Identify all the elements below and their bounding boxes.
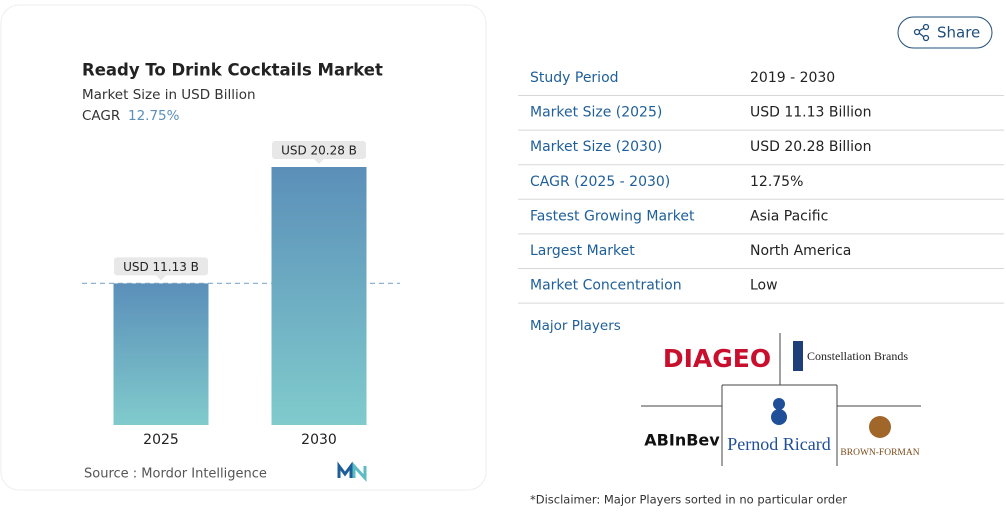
x-tick-label: 2030 xyxy=(301,432,337,448)
share-label[interactable]: Share xyxy=(937,24,980,42)
bar xyxy=(113,283,209,425)
row-value: 2019 - 2030 xyxy=(750,70,835,86)
row-label: CAGR (2025 - 2030) xyxy=(530,174,670,190)
row-label: Market Size (2030) xyxy=(530,139,662,155)
row-label: Market Concentration xyxy=(530,278,682,294)
players-title: Major Players xyxy=(530,318,621,334)
logo-constellation: Constellation Brands xyxy=(807,349,908,363)
source: Source : Mordor Intelligence xyxy=(84,467,267,482)
logo-pernod: Pernod Ricard xyxy=(727,434,830,454)
cagr-label: CAGR xyxy=(82,108,120,124)
value-label: USD 11.13 B xyxy=(123,260,199,274)
value-label-box xyxy=(114,257,208,276)
value-label: USD 20.28 B xyxy=(281,144,357,158)
logo-brown-forman: BROWN-FORMAN xyxy=(840,448,919,458)
row-label: Market Size (2025) xyxy=(530,105,662,121)
chart-subtitle: Market Size in USD Billion xyxy=(82,87,256,103)
row-value: Low xyxy=(750,278,778,294)
row-value: 12.75% xyxy=(750,174,803,190)
share-icon xyxy=(913,23,930,42)
row-value: Asia Pacific xyxy=(750,208,828,224)
logo-diageo: DIAGEO xyxy=(663,344,771,373)
brown-forman-icon xyxy=(869,416,891,438)
value-label-box xyxy=(272,141,366,159)
constellation-icon xyxy=(793,341,803,371)
value-label-pointer xyxy=(156,275,166,281)
row-label: Fastest Growing Market xyxy=(530,208,695,224)
pernod-icon xyxy=(771,398,787,425)
players-grid xyxy=(641,333,921,466)
row-value: USD 11.13 Billion xyxy=(750,105,872,121)
bar xyxy=(271,167,367,425)
mordor-logo xyxy=(337,461,367,482)
cagr-value: 12.75% xyxy=(128,108,180,124)
share-button[interactable] xyxy=(897,16,993,49)
value-label-pointer xyxy=(314,159,324,164)
row-label: Largest Market xyxy=(530,243,635,259)
logo-abinbev: ABInBev xyxy=(644,431,720,450)
row-value: USD 20.28 Billion xyxy=(750,139,872,155)
row-label: Study Period xyxy=(530,70,619,86)
chart-title: Ready To Drink Cocktails Market xyxy=(82,61,383,80)
disclaimer: *Disclaimer: Major Players sorted in no … xyxy=(530,493,847,507)
x-tick-label: 2025 xyxy=(143,432,179,448)
row-value: North America xyxy=(750,243,851,259)
